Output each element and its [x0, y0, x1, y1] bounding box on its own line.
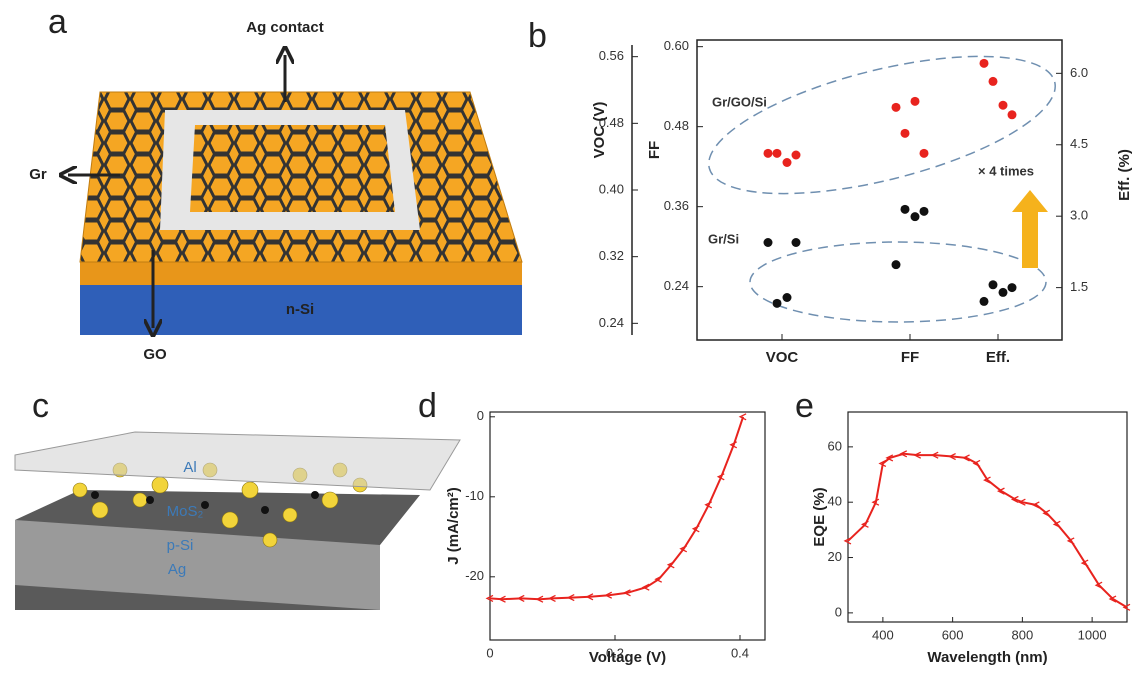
y-tick-label: 60	[828, 438, 842, 453]
panel-label: b	[528, 17, 547, 55]
x-tick-label: 1000	[1078, 627, 1107, 642]
data-point	[989, 280, 998, 289]
axis-label: J (mA/cm²)	[445, 487, 462, 565]
data-line	[490, 417, 743, 599]
data-point	[911, 97, 920, 106]
data-point	[920, 207, 929, 216]
data-point	[764, 238, 773, 247]
data-point	[1008, 283, 1017, 292]
y-tick-label: 0.48	[664, 118, 689, 133]
axis-label: EQE (%)	[811, 487, 828, 546]
figure: a b c d e Ag contact Gr n-Si GO Al MoS₂ …	[0, 0, 1142, 668]
data-point	[892, 260, 901, 269]
data-point	[1008, 110, 1017, 119]
data-point	[999, 101, 1008, 110]
axis-label: FF	[646, 141, 663, 159]
diagram-label: n-Si	[286, 301, 314, 318]
device-diagram-a	[68, 55, 522, 335]
x-tick-label: VOC	[766, 349, 799, 366]
y-tick-label: 3.0	[1070, 208, 1088, 223]
x-tick-label: 0.4	[731, 645, 749, 660]
y-tick-label: 4.5	[1070, 136, 1088, 151]
data-point	[773, 149, 782, 158]
axis-label: Eff. (%)	[1116, 149, 1133, 201]
axis-label: VOC (V)	[591, 102, 608, 159]
data-point	[980, 297, 989, 306]
panel-label: d	[418, 387, 437, 425]
x-tick-label: Eff.	[986, 349, 1010, 366]
plot-frame	[490, 412, 765, 640]
y-tick-label: 40	[828, 494, 842, 509]
x-tick-label: FF	[901, 349, 919, 366]
data-point	[764, 149, 773, 158]
y-tick-label: 0.24	[664, 278, 689, 293]
annotation: × 4 times	[978, 163, 1034, 178]
y-tick-label: 0	[835, 604, 842, 619]
y-tick-label: 1.5	[1070, 279, 1088, 294]
data-point	[892, 103, 901, 112]
diagram-label: Al	[183, 459, 196, 476]
panel-label: e	[795, 387, 814, 425]
diagram-label: p-Si	[167, 537, 194, 554]
data-point	[783, 158, 792, 167]
y-tick-label: 0.24	[599, 315, 624, 330]
data-point	[989, 77, 998, 86]
y-tick-label: 0.60	[664, 38, 689, 53]
data-line	[848, 454, 1127, 608]
x-tick-label: 800	[1012, 627, 1034, 642]
axis-label: Wavelength (nm)	[927, 649, 1047, 666]
data-point	[792, 151, 801, 160]
data-point	[980, 59, 989, 68]
axis-label: Voltage (V)	[589, 649, 666, 666]
data-point	[792, 238, 801, 247]
data-point	[783, 293, 792, 302]
diagram-label: Ag	[168, 561, 186, 578]
data-point	[920, 149, 929, 158]
y-tick-label: 6.0	[1070, 65, 1088, 80]
diagram-label: MoS₂	[167, 503, 204, 520]
data-point	[773, 299, 782, 308]
panel-label: a	[48, 3, 67, 41]
panel-label: c	[32, 387, 49, 425]
device-diagram-c	[15, 432, 460, 610]
y-tick-label: -10	[465, 488, 484, 503]
y-tick-label: 20	[828, 549, 842, 564]
plot-frame	[697, 40, 1062, 340]
diagram-label: Gr	[29, 166, 47, 183]
y-tick-label: 0.36	[664, 198, 689, 213]
x-tick-label: 400	[872, 627, 894, 642]
diagram-label: Ag contact	[246, 19, 324, 36]
data-point	[901, 205, 910, 214]
y-tick-label: 0.32	[599, 248, 624, 263]
data-point	[911, 212, 920, 221]
y-tick-label: 0.40	[599, 181, 624, 196]
series-label: Gr/Si	[708, 231, 739, 246]
y-tick-label: 0	[477, 408, 484, 423]
x-tick-label: 0	[486, 645, 493, 660]
data-point	[999, 288, 1008, 297]
diagram-label: GO	[143, 346, 167, 363]
x-tick-label: 600	[942, 627, 964, 642]
y-tick-label: -20	[465, 568, 484, 583]
data-point	[901, 129, 910, 138]
series-label: Gr/GO/Si	[712, 94, 767, 109]
plot-frame	[848, 412, 1127, 622]
y-tick-label: 0.56	[599, 48, 624, 63]
